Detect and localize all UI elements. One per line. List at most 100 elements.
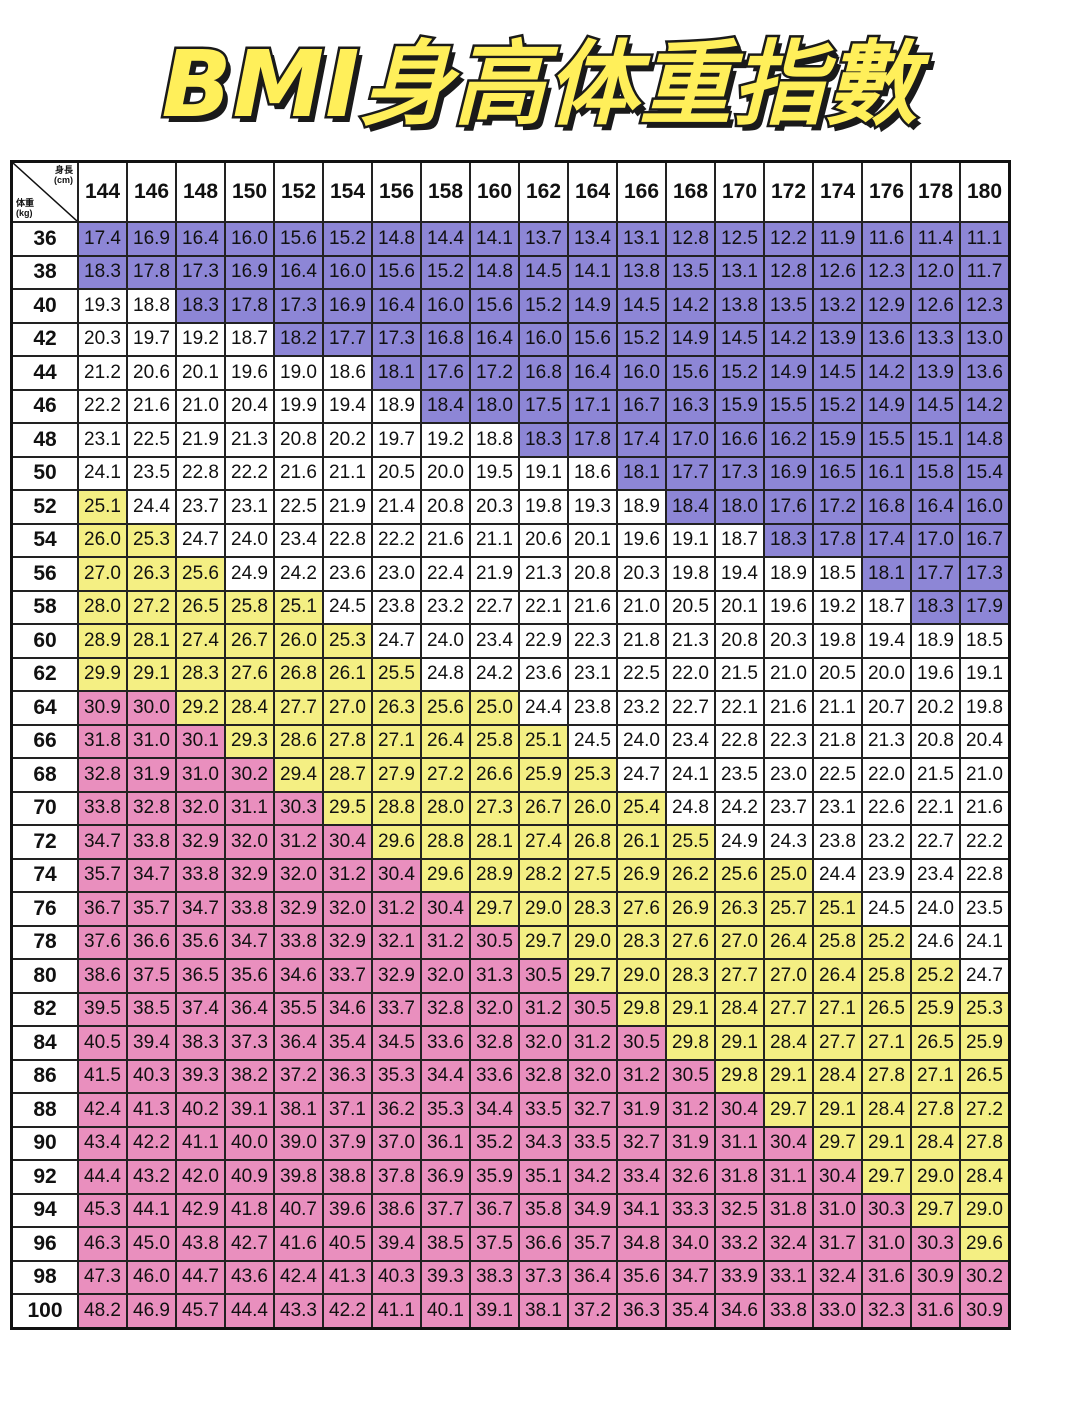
- bmi-cell: 13.9: [812, 321, 863, 357]
- bmi-cell: 27.7: [812, 1025, 863, 1061]
- bmi-cell: 28.3: [175, 656, 226, 692]
- bmi-cell: 30.5: [518, 958, 569, 994]
- bmi-cell: 22.7: [910, 824, 961, 860]
- bmi-cell: 19.4: [861, 623, 912, 659]
- bmi-cell: 21.6: [273, 455, 324, 491]
- bmi-cell: 29.7: [469, 891, 520, 927]
- bmi-cell: 33.7: [322, 958, 373, 994]
- bmi-cell: 15.2: [322, 221, 373, 257]
- bmi-cell: 27.3: [469, 790, 520, 826]
- table-row: 48 23.1 22.5 21.9 21.3 20.8 20.2 19.7 19.2 18.8 18…: [10, 422, 1011, 458]
- bmi-cell: 16.8: [420, 321, 471, 357]
- table-row: 72 34.7 33.8 32.9 32.0 31.2 30.4 29.6 28.8 28.1 27…: [10, 824, 1011, 860]
- bmi-cell: 29.2: [175, 690, 226, 726]
- table-row: 80 38.6 37.5 36.5 35.6 34.6 33.7 32.9 32.0 31.3 30…: [10, 958, 1011, 994]
- bmi-cell: 20.8: [420, 489, 471, 525]
- bmi-cell: 31.1: [763, 1159, 814, 1195]
- bmi-cell: 21.3: [224, 422, 275, 458]
- bmi-cell: 18.9: [910, 623, 961, 659]
- bmi-cell: 34.8: [616, 1226, 667, 1262]
- bmi-cell: 30.5: [469, 924, 520, 960]
- bmi-cell: 38.6: [77, 958, 128, 994]
- bmi-cell: 35.2: [469, 1125, 520, 1161]
- bmi-cell: 36.3: [616, 1293, 667, 1329]
- bmi-cell: 23.5: [714, 757, 765, 793]
- bmi-cell: 28.4: [224, 690, 275, 726]
- bmi-cell: 32.9: [322, 924, 373, 960]
- bmi-cell: 14.2: [861, 355, 912, 391]
- table-row: 76 36.7 35.7 34.7 33.8 32.9 32.0 31.2 30.4 29.7 29…: [10, 891, 1011, 927]
- bmi-cell: 19.4: [322, 388, 373, 424]
- bmi-cell: 28.4: [763, 1025, 814, 1061]
- weight-header-82: 82: [10, 991, 79, 1027]
- bmi-cell: 29.8: [714, 1058, 765, 1094]
- bmi-cell: 37.3: [224, 1025, 275, 1061]
- bmi-cell: 15.8: [910, 455, 961, 491]
- bmi-cell: 43.4: [77, 1125, 128, 1161]
- bmi-cell: 43.6: [224, 1259, 275, 1295]
- bmi-cell: 14.9: [665, 321, 716, 357]
- bmi-cell: 23.4: [665, 723, 716, 759]
- bmi-cell: 28.3: [616, 924, 667, 960]
- weight-header-36: 36: [10, 221, 79, 257]
- bmi-cell: 14.2: [665, 288, 716, 324]
- bmi-cell: 23.2: [616, 690, 667, 726]
- bmi-cell: 24.0: [224, 522, 275, 558]
- bmi-cell: 30.4: [420, 891, 471, 927]
- bmi-cell: 16.8: [518, 355, 569, 391]
- bmi-cell: 21.0: [175, 388, 226, 424]
- weight-header-58: 58: [10, 589, 79, 625]
- bmi-cell: 18.3: [763, 522, 814, 558]
- bmi-cell: 36.4: [567, 1259, 618, 1295]
- bmi-cell: 31.6: [861, 1259, 912, 1295]
- bmi-cell: 14.5: [714, 321, 765, 357]
- bmi-cell: 19.6: [763, 589, 814, 625]
- bmi-cell: 28.1: [126, 623, 177, 659]
- bmi-cell: 21.0: [763, 656, 814, 692]
- bmi-cell: 17.4: [77, 221, 128, 257]
- bmi-cell: 30.9: [77, 690, 128, 726]
- bmi-cell: 36.7: [77, 891, 128, 927]
- bmi-cell: 35.4: [322, 1025, 373, 1061]
- bmi-cell: 41.6: [273, 1226, 324, 1262]
- bmi-cell: 32.9: [273, 891, 324, 927]
- bmi-cell: 33.7: [371, 991, 422, 1027]
- bmi-cell: 33.8: [126, 824, 177, 860]
- bmi-cell: 41.5: [77, 1058, 128, 1094]
- bmi-cell: 24.8: [420, 656, 471, 692]
- bmi-cell: 36.6: [126, 924, 177, 960]
- bmi-cell: 24.1: [77, 455, 128, 491]
- bmi-cell: 24.0: [420, 623, 471, 659]
- bmi-cell: 37.7: [420, 1192, 471, 1228]
- bmi-cell: 30.5: [665, 1058, 716, 1094]
- bmi-cell: 28.4: [812, 1058, 863, 1094]
- bmi-cell: 34.7: [665, 1259, 716, 1295]
- bmi-cell: 27.8: [322, 723, 373, 759]
- bmi-cell: 42.2: [322, 1293, 373, 1329]
- bmi-cell: 44.4: [77, 1159, 128, 1195]
- bmi-cell: 28.0: [420, 790, 471, 826]
- bmi-cell: 22.1: [910, 790, 961, 826]
- weight-header-66: 66: [10, 723, 79, 759]
- bmi-cell: 29.6: [420, 857, 471, 893]
- bmi-cell: 24.9: [714, 824, 765, 860]
- bmi-cell: 25.5: [665, 824, 716, 860]
- bmi-cell: 23.1: [77, 422, 128, 458]
- bmi-cell: 17.6: [763, 489, 814, 525]
- bmi-cell: 37.3: [518, 1259, 569, 1295]
- bmi-cell: 31.2: [665, 1092, 716, 1128]
- bmi-cell: 17.4: [861, 522, 912, 558]
- weight-header-88: 88: [10, 1092, 79, 1128]
- bmi-cell: 40.3: [371, 1259, 422, 1295]
- bmi-cell: 23.8: [812, 824, 863, 860]
- bmi-cell: 37.2: [567, 1293, 618, 1329]
- bmi-cell: 19.2: [175, 321, 226, 357]
- bmi-cell: 22.1: [518, 589, 569, 625]
- bmi-cell: 25.3: [567, 757, 618, 793]
- bmi-cell: 23.6: [322, 556, 373, 592]
- weight-header-76: 76: [10, 891, 79, 927]
- bmi-cell: 32.1: [371, 924, 422, 960]
- bmi-cell: 18.1: [371, 355, 422, 391]
- bmi-cell: 36.1: [420, 1125, 471, 1161]
- weight-header-84: 84: [10, 1025, 79, 1061]
